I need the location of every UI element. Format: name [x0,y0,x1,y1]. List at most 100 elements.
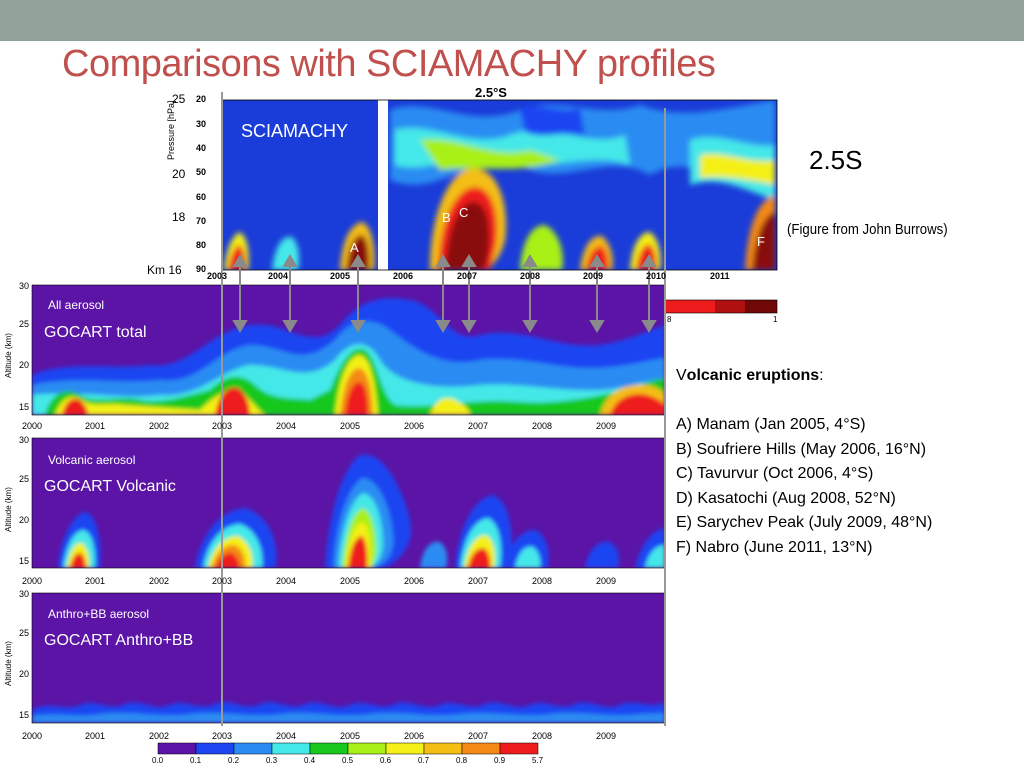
alignment-arrow [641,254,657,333]
slide-top-bar [0,0,1024,41]
gocart-y-axis-label: Altitude (km) [4,641,13,686]
gocart-y-tick: 20 [18,669,29,679]
gocart-x-tick: 2000 [22,731,43,741]
colorbar-swatch [423,742,463,755]
alignment-arrow [435,254,451,333]
gocart-x-tick: 2009 [596,421,617,431]
colorbar-swatch [195,742,235,755]
pressure-tick: 60 [196,192,207,202]
sciamachy-year-tick: 2008 [520,271,541,281]
colorbar-tick: 5.7 [532,756,544,765]
colorbar-swatch [461,742,501,755]
gocart-x-tick: 2009 [596,731,617,741]
pressure-tick: 30 [196,119,207,129]
gocart-y-tick: 15 [18,710,29,720]
gocart-x-tick: 2006 [404,421,425,431]
km-tick: 18 [172,210,186,224]
gocart-y-tick: 20 [18,360,29,370]
colorbar-tick: 0.4 [304,756,316,765]
gocart-x-tick: 2008 [532,576,553,586]
sciamachy-panel-title: 2.5°S [475,85,507,100]
gocart-x-tick: 2009 [596,576,617,586]
pressure-tick: 70 [196,216,207,226]
gocart-x-tick: 2002 [149,421,170,431]
km-tick: 25 [172,92,186,106]
gocart-x-tick: 2002 [149,731,170,741]
sciamachy-year-tick: 2005 [330,271,351,281]
colorbar-swatch [347,742,387,755]
gocart-y-tick: 20 [18,515,29,525]
colorbar-tick: 0.2 [228,756,240,765]
gocart-x-tick: 2006 [404,731,425,741]
gocart-x-tick: 2001 [85,421,106,431]
sciamachy-contours [224,100,775,270]
alignment-arrow [232,254,248,333]
gocart-x-tick: 2007 [468,731,489,741]
pressure-tick: 90 [196,264,207,274]
alignment-arrow [522,254,538,333]
volcanic-eruptions-list: Volcanic eruptions: A) Manam (Jan 2005, … [676,364,932,560]
gocart-x-tick: 2003 [212,731,233,741]
gocart-panel-subtitle: All aerosol [48,298,105,312]
sciamachy-year-tick: 2003 [207,271,228,281]
gocart-x-tick: 2005 [340,731,361,741]
colorbar-swatch [233,742,273,755]
colorbar-tick: 0.3 [266,756,278,765]
gocart-x-tick: 2005 [340,421,361,431]
colorbar-swatch [309,742,349,755]
eruption-marker: B [442,210,451,225]
gocart-y-tick: 25 [18,319,29,329]
colorbar-tick: 0.8 [456,756,468,765]
sciamachy-year-tick: 2004 [268,271,289,281]
alignment-arrow [461,254,477,333]
bottom-colorbar [157,742,539,755]
alignment-arrow [589,254,605,333]
slide-title: Comparisons with SCIAMACHY profiles [62,43,716,85]
sciamachy-y-axis-label: Pressure [hPa] [166,100,176,160]
sciamachy-year-tick: 2006 [393,271,414,281]
gocart-y-tick: 25 [18,474,29,484]
gocart-x-tick: 2004 [276,731,297,741]
gocart-panel-label: GOCART Volcanic [44,478,176,495]
gocart-x-tick: 2007 [468,576,489,586]
gocart-x-tick: 2003 [212,576,233,586]
sciamachy-label: SCIAMACHY [241,121,349,141]
gocart-x-tick: 2008 [532,421,553,431]
gocart-x-tick: 2005 [340,576,361,586]
volcanic-list-item: D) Kasatochi (Aug 2008, 52°N) [676,489,896,507]
alignment-arrow [350,254,366,333]
eruption-marker: C [459,205,469,220]
sciamachy-colorbar-tick: 1 [773,315,778,324]
colorbar-swatch [385,742,425,755]
volcanic-list-item: F) Nabro (June 2011, 13°N) [676,538,873,556]
gocart-y-tick: 30 [18,589,29,599]
gocart-x-tick: 2004 [276,421,297,431]
sciamachy-year-tick: 2007 [457,271,478,281]
gocart-x-tick: 2000 [22,421,43,431]
gocart-x-tick: 2008 [532,731,553,741]
pressure-tick: 50 [196,167,207,177]
pressure-tick: 40 [196,143,207,153]
heading-colon: : [819,367,824,384]
colorbar-swatch [499,742,539,755]
colorbar-tick: 0.1 [190,756,202,765]
pressure-tick: 80 [196,240,207,250]
gocart-x-tick: 2006 [404,576,425,586]
gocart-y-tick: 30 [18,281,29,291]
gocart-x-tick: 2004 [276,576,297,586]
gocart-total-panel [31,284,666,416]
figure-credit: (Figure from John Burrows) [787,221,948,238]
gocart-x-tick: 2001 [85,576,106,586]
gocart-panel-subtitle: Anthro+BB aerosol [48,607,150,621]
location-label: 2.5S [809,145,863,175]
gocart-x-tick: 2000 [22,576,43,586]
sciamachy-year-tick: 2009 [583,271,604,281]
eruption-marker: A [350,240,359,255]
gocart-y-tick: 25 [18,628,29,638]
volcanic-list-heading: Volcanic eruptions: [676,364,932,389]
colorbar-swatch [271,742,311,755]
sciamachy-panel [221,99,778,271]
gocart-y-axis-label: Altitude (km) [4,333,13,378]
colorbar-tick: 0.6 [380,756,392,765]
